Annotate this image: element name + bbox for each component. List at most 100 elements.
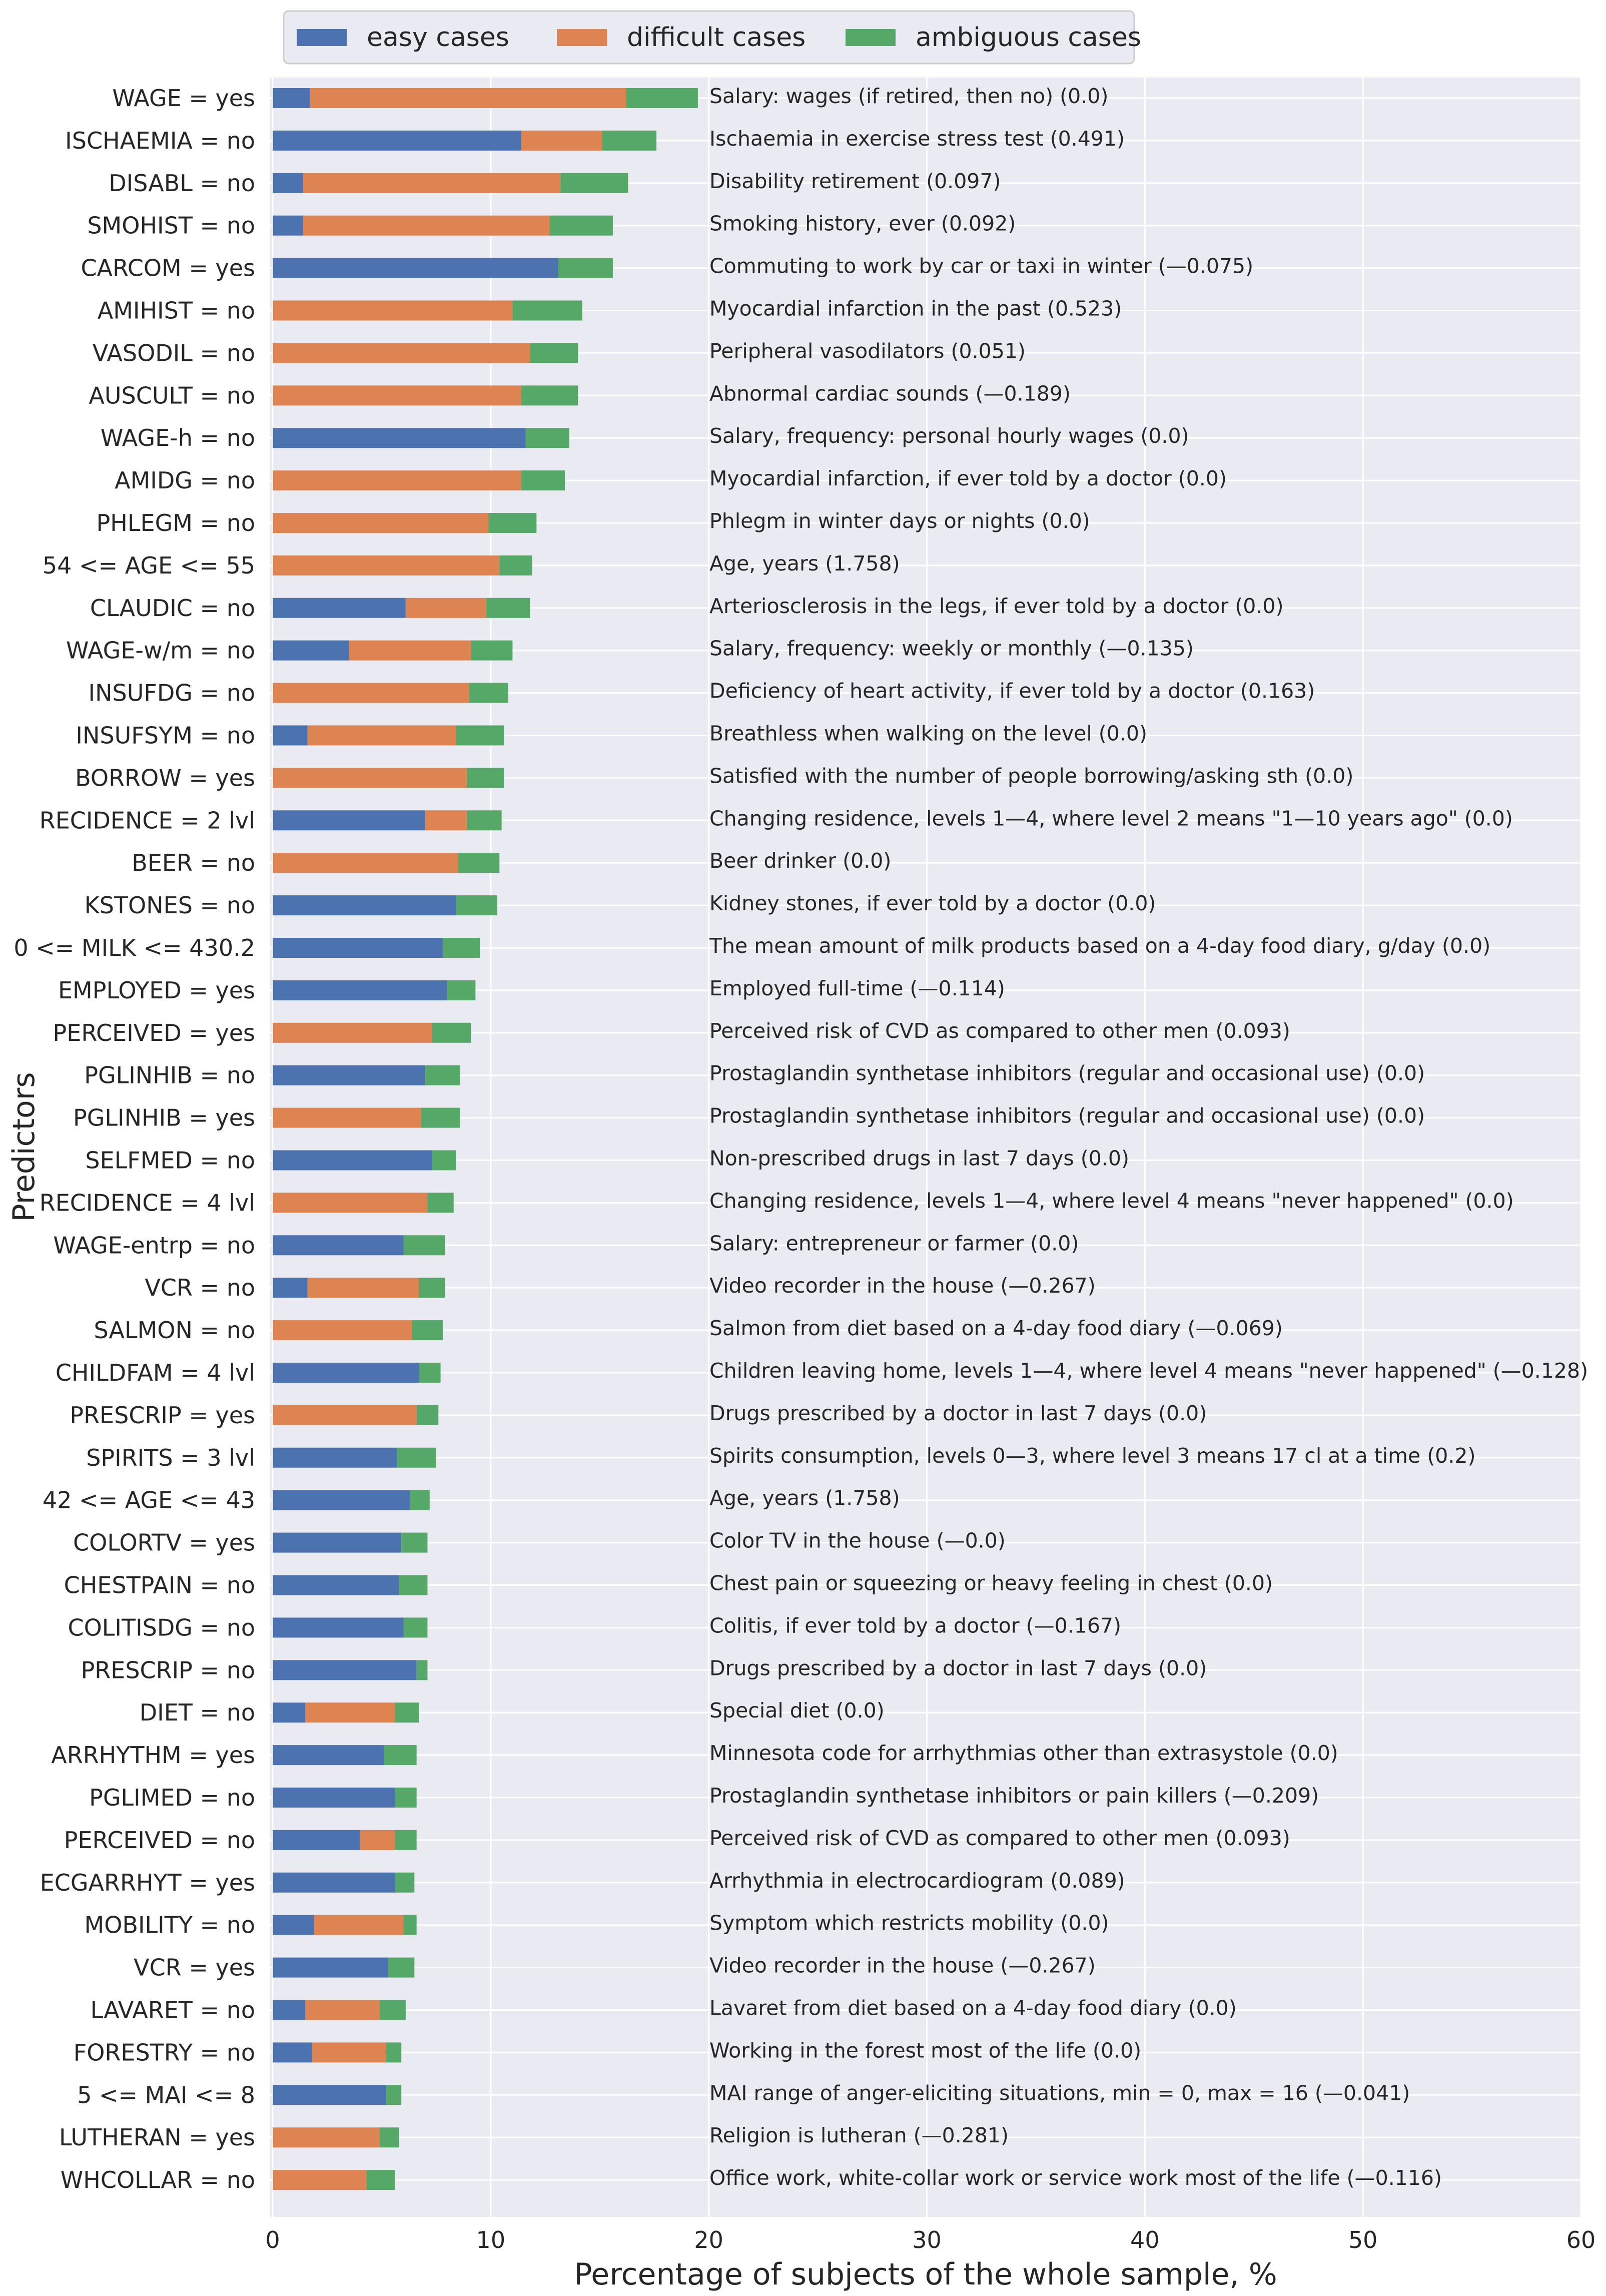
bar-easy [273, 1490, 410, 1510]
x-tick-label: 0 [265, 2226, 280, 2253]
bar-ambiguous [421, 1107, 460, 1128]
bar-ambiguous [384, 1745, 417, 1766]
predictor-label: CHILDFAM = 4 lvl [56, 1359, 255, 1386]
predictor-description: MAI range of anger-eliciting situations,… [709, 2081, 1410, 2105]
bar-difficult [273, 470, 521, 491]
predictor-label: LUTHERAN = yes [59, 2124, 255, 2151]
bar-difficult [273, 300, 513, 321]
predictor-description: Office work, white-collar work or servic… [709, 2166, 1442, 2190]
bar-easy [273, 1702, 306, 1723]
bar-easy [273, 1447, 397, 1468]
legend: easy cases difficult cases ambiguous cases [283, 10, 1141, 65]
bar-ambiguous [403, 1235, 445, 1256]
bar-ambiguous [416, 1660, 428, 1680]
bar-ambiguous [469, 683, 508, 703]
bar-ambiguous [401, 1532, 428, 1553]
legend-swatch-1 [557, 29, 607, 46]
bar-ambiguous [386, 2042, 402, 2063]
predictor-description: Special diet (0.0) [709, 1698, 885, 1723]
bar-easy [273, 1617, 404, 1638]
predictor-label: AMIDG = no [115, 467, 255, 494]
bar-difficult [273, 343, 530, 363]
predictor-description: Smoking history, ever (0.092) [709, 212, 1016, 236]
predictor-description: Phlegm in winter days or nights (0.0) [709, 509, 1090, 533]
bar-ambiguous [432, 1022, 471, 1043]
x-tick-label: 20 [694, 2226, 723, 2253]
bar-ambiguous [403, 1915, 417, 1935]
bar-ambiguous [458, 853, 500, 873]
predictor-description: Colitis, if ever told by a doctor (—0.16… [709, 1613, 1121, 1637]
bar-easy [273, 2000, 306, 2020]
predictor-description: Beer drinker (0.0) [709, 849, 891, 873]
bar-easy [273, 938, 443, 958]
legend-label-1: difficult cases [627, 23, 806, 53]
x-tick-label: 60 [1566, 2226, 1596, 2253]
predictor-description: Employed full-time (—0.114) [709, 976, 1005, 1000]
predictor-label: CLAUDIC = no [90, 595, 255, 622]
bar-difficult [273, 385, 521, 406]
predictor-label: INSUFDG = no [89, 680, 255, 707]
bar-easy [273, 1575, 399, 1595]
predictor-description: Changing residence, levels 1—4, where le… [709, 1189, 1514, 1213]
predictor-description: Salary: entrepreneur or farmer (0.0) [709, 1231, 1079, 1255]
bar-difficult [273, 2127, 380, 2148]
y-axis-title: Predictors [7, 1072, 42, 1222]
legend-box [283, 10, 1135, 65]
bar-easy [273, 258, 558, 278]
bar-ambiguous [558, 258, 613, 278]
bar-easy [273, 1872, 395, 1893]
predictor-description: Salmon from diet based on a 4-day food d… [709, 1316, 1283, 1340]
predictor-label: ISCHAEMIA = no [65, 127, 255, 154]
bar-difficult [273, 555, 500, 576]
predictor-label: ARRHYTHM = yes [51, 1742, 255, 1769]
bar-difficult [349, 640, 471, 661]
predictor-label: EMPLOYED = yes [58, 977, 255, 1004]
predictor-label: COLITISDG = no [68, 1614, 255, 1641]
bar-easy [273, 1150, 432, 1171]
bar-difficult [303, 215, 550, 236]
bar-easy [273, 1830, 360, 1850]
predictor-label: WHCOLLAR = no [61, 2166, 255, 2193]
bar-easy [273, 428, 526, 448]
bar-ambiguous [486, 598, 530, 618]
legend-label-0: easy cases [367, 23, 509, 53]
bar-difficult [305, 2000, 380, 2020]
predictor-label: PGLINHIB = no [84, 1062, 255, 1089]
predictor-label: ECGARRHYT = yes [40, 1869, 255, 1896]
bar-difficult [273, 1107, 421, 1128]
legend-label-2: ambiguous cases [916, 23, 1141, 53]
bar-ambiguous [530, 343, 578, 363]
predictor-label: PERCEIVED = no [64, 1827, 255, 1854]
predictor-label: RECIDENCE = 4 lvl [40, 1189, 255, 1216]
predictor-description: Drugs prescribed by a doctor in last 7 d… [709, 1401, 1207, 1425]
predictor-description: Salary, frequency: weekly or monthly (—0… [709, 637, 1194, 661]
predictor-description: Arrhythmia in electrocardiogram (0.089) [709, 1869, 1125, 1893]
bar-easy [273, 2085, 386, 2105]
predictor-labels: WAGE = yes ISCHAEMIA = no DISABL = no SMOHI… [14, 85, 255, 2193]
predictor-label: 5 <= MAI <= 8 [77, 2081, 255, 2108]
predictor-label: WAGE = yes [112, 85, 255, 112]
bar-easy [273, 895, 456, 916]
bar-easy [273, 2042, 312, 2063]
bar-difficult [273, 2170, 367, 2190]
predictor-description: Non-prescribed drugs in last 7 days (0.0… [709, 1146, 1129, 1171]
predictor-description: Abnormal cardiac sounds (—0.189) [709, 381, 1071, 405]
predictor-description: The mean amount of milk products based o… [709, 934, 1490, 958]
bar-ambiguous [456, 725, 504, 746]
predictor-description: Drugs prescribed by a doctor in last 7 d… [709, 1656, 1207, 1680]
predictor-label: VCR = yes [134, 1954, 255, 1981]
predictor-description: Prostaglandin synthetase inhibitors (reg… [709, 1061, 1425, 1085]
predictor-label: VCR = no [145, 1274, 255, 1301]
bar-easy [273, 1235, 404, 1256]
x-tick-label: 50 [1348, 2226, 1378, 2253]
predictor-description: Color TV in the house (—0.0) [709, 1529, 1006, 1553]
predictor-description: Deficiency of heart activity, if ever to… [709, 679, 1315, 703]
predictor-label: WAGE-h = no [101, 424, 255, 451]
predictor-label: PGLINHIB = yes [73, 1104, 255, 1131]
predictor-description: Symptom which restricts mobility (0.0) [709, 1911, 1109, 1935]
predictor-description: Changing residence, levels 1—4, where le… [709, 806, 1513, 830]
predictor-description: Religion is lutheran (—0.281) [709, 2123, 1009, 2147]
bar-easy [273, 1278, 308, 1298]
bar-difficult [303, 173, 561, 193]
predictor-label: PRESCRIP = yes [70, 1402, 255, 1429]
